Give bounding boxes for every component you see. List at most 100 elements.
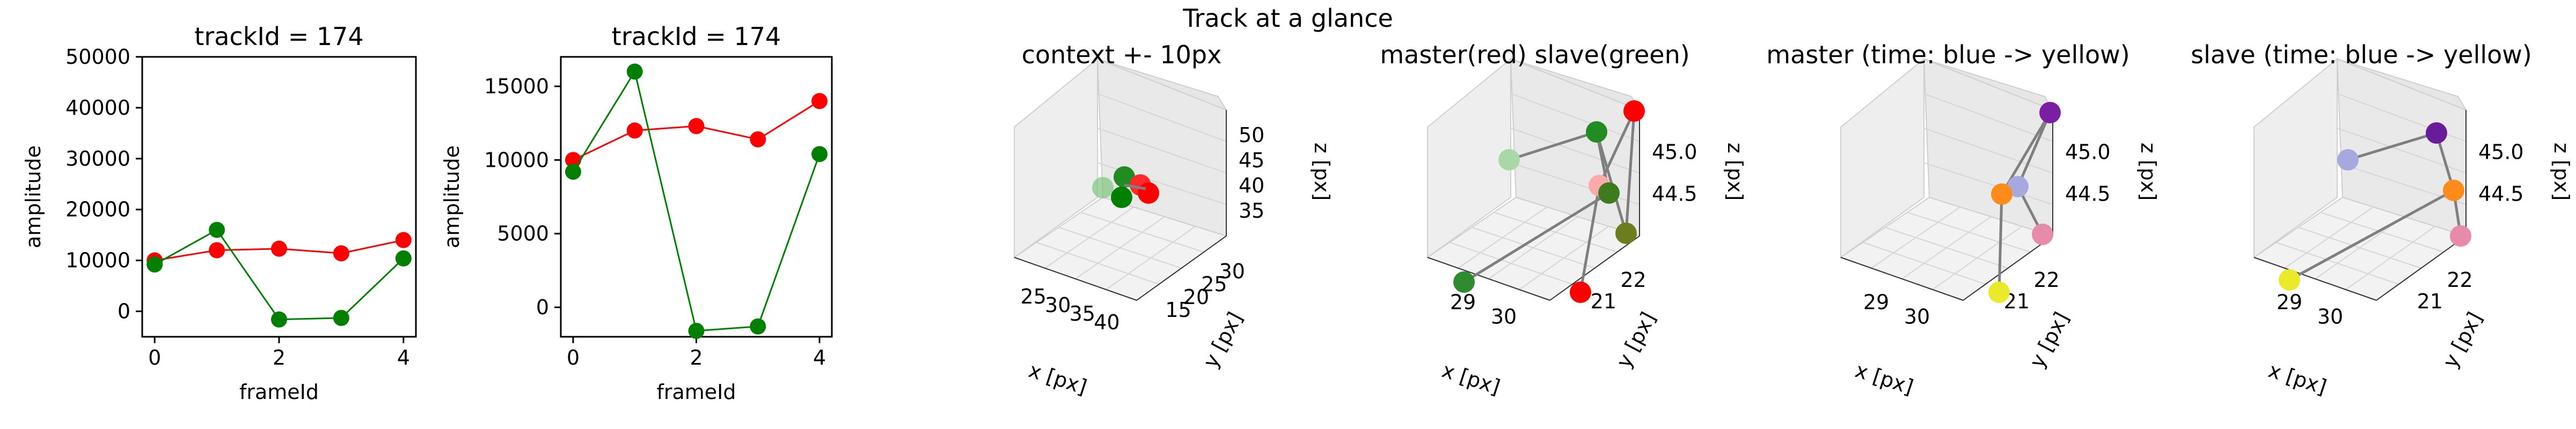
x-tick-label: 30 bbox=[1904, 305, 1930, 328]
x-tick-label: 30 bbox=[1045, 293, 1071, 317]
data-point bbox=[395, 232, 412, 248]
series-line-2 bbox=[572, 69, 821, 332]
chart-title: trackId = 174 bbox=[612, 22, 781, 51]
data-point bbox=[2279, 269, 2300, 291]
x-axis-line bbox=[1014, 257, 1137, 301]
y-axis-line bbox=[1963, 235, 2053, 301]
track-segment bbox=[1124, 183, 1146, 190]
y-tick-label: 30000 bbox=[65, 147, 130, 171]
x-tick-label: 30 bbox=[1491, 305, 1517, 328]
x-axis-label: x [px] bbox=[1026, 358, 1090, 399]
grid-line bbox=[1058, 227, 1182, 269]
data-point bbox=[1453, 271, 1475, 293]
grid-line bbox=[1097, 93, 1227, 142]
data-point bbox=[333, 309, 349, 326]
data-point bbox=[271, 311, 287, 328]
data-point bbox=[2032, 224, 2053, 245]
y-tick-label: 10000 bbox=[65, 249, 130, 272]
y-tick-label: 25 bbox=[1201, 272, 1227, 296]
data-point bbox=[271, 240, 287, 257]
line-chart-1: trackId = 174 frameId amplitude 0 2 4 0 10000 20… bbox=[21, 22, 417, 404]
x-tick-label: 2 bbox=[690, 346, 702, 369]
y-tick-label: 10000 bbox=[484, 148, 549, 172]
grid-line bbox=[1907, 212, 2031, 253]
x-axis-label: x [px] bbox=[2266, 358, 2330, 399]
chart-title: trackId = 174 bbox=[194, 22, 363, 51]
grid-line bbox=[1885, 227, 2008, 269]
data-point bbox=[147, 256, 163, 273]
x-axis-line bbox=[2253, 257, 2377, 301]
track-segment bbox=[1463, 191, 1610, 284]
plot-frame bbox=[560, 56, 833, 338]
data-point bbox=[1586, 121, 1607, 143]
track-segment bbox=[2347, 131, 2437, 161]
track-segment bbox=[1997, 194, 2003, 293]
z-tick-label: 45.0 bbox=[2065, 140, 2111, 164]
x-tick-label: 0 bbox=[567, 346, 580, 369]
y-tick-label: 30 bbox=[1219, 260, 1245, 283]
grid-line bbox=[1510, 93, 1640, 142]
data-point bbox=[1570, 282, 1591, 303]
z-tick-label: 50 bbox=[1239, 123, 1264, 147]
data-point bbox=[1138, 182, 1159, 204]
grid-line bbox=[1932, 226, 2023, 290]
3d-panel-4: slave (time: blue -> yellow) 29 30 x [px] 21… bbox=[2191, 40, 2573, 399]
y-tick-label: 21 bbox=[1591, 290, 1616, 313]
x-axis-label: x [px] bbox=[1853, 358, 1916, 399]
x-axis-label: frameId bbox=[239, 380, 319, 404]
z-tick-label: 44.5 bbox=[2478, 182, 2524, 206]
y-tick-label: 0 bbox=[118, 300, 130, 323]
data-point bbox=[626, 122, 643, 139]
data-point bbox=[1988, 282, 2010, 303]
y-tick-label: 15 bbox=[1165, 298, 1191, 322]
x-axis-label: frameId bbox=[656, 380, 736, 404]
y-tick-label: 5000 bbox=[497, 222, 549, 246]
z-axis-label: z [px] bbox=[2550, 143, 2573, 201]
data-point bbox=[2007, 176, 2029, 197]
y-axis-label: y [px] bbox=[2025, 308, 2074, 372]
z-tick-label: 44.5 bbox=[1652, 182, 1697, 206]
grid-line bbox=[1080, 212, 1204, 253]
y-tick-label: 50000 bbox=[65, 45, 130, 69]
data-point bbox=[811, 146, 828, 162]
x-tick-label: 4 bbox=[397, 346, 410, 369]
grid-line bbox=[1923, 162, 2053, 205]
3d-title: slave (time: blue -> yellow) bbox=[2191, 40, 2532, 69]
z-tick-label: 45.0 bbox=[1652, 140, 1697, 164]
y-axis-label: amplitude bbox=[21, 145, 45, 248]
data-point bbox=[1598, 182, 1620, 204]
grid-line bbox=[1519, 226, 1609, 290]
data-point bbox=[2337, 149, 2359, 171]
data-point bbox=[1111, 187, 1132, 208]
y-axis-label: y [px] bbox=[2438, 308, 2487, 372]
y-axis-line bbox=[1549, 235, 1640, 301]
grid-line bbox=[2345, 226, 2436, 290]
data-point bbox=[811, 93, 828, 109]
z-tick-label: 35 bbox=[1239, 199, 1264, 223]
figure-suptitle: Track at a glance bbox=[1182, 4, 1393, 33]
z-tick-label: 45.0 bbox=[2478, 140, 2524, 164]
grid-line bbox=[1510, 128, 1640, 174]
track-segment bbox=[1624, 110, 1636, 234]
track-segment bbox=[1595, 131, 1628, 234]
x-axis-label: x [px] bbox=[1439, 358, 1503, 399]
data-point bbox=[1498, 149, 1520, 171]
x-tick-label: 29 bbox=[2277, 291, 2302, 314]
data-point bbox=[2450, 225, 2471, 247]
data-point bbox=[2443, 180, 2464, 201]
grid-line bbox=[2298, 227, 2421, 269]
grid-line bbox=[2337, 128, 2467, 174]
x-axis-line bbox=[1840, 257, 1964, 301]
y-tick-label: 21 bbox=[2417, 290, 2443, 313]
x-tick-label: 4 bbox=[813, 346, 826, 369]
plot-frame bbox=[141, 56, 417, 338]
z-axis-label: z [px] bbox=[1310, 143, 1334, 201]
track-segment bbox=[1509, 130, 1597, 161]
3d-panel-3: master (time: blue -> yellow) 29 30 x [px] 2… bbox=[1766, 40, 2160, 399]
3d-title: master (time: blue -> yellow) bbox=[1766, 40, 2129, 69]
data-point bbox=[565, 164, 581, 180]
grid-line bbox=[2320, 212, 2444, 253]
data-point bbox=[626, 63, 643, 80]
